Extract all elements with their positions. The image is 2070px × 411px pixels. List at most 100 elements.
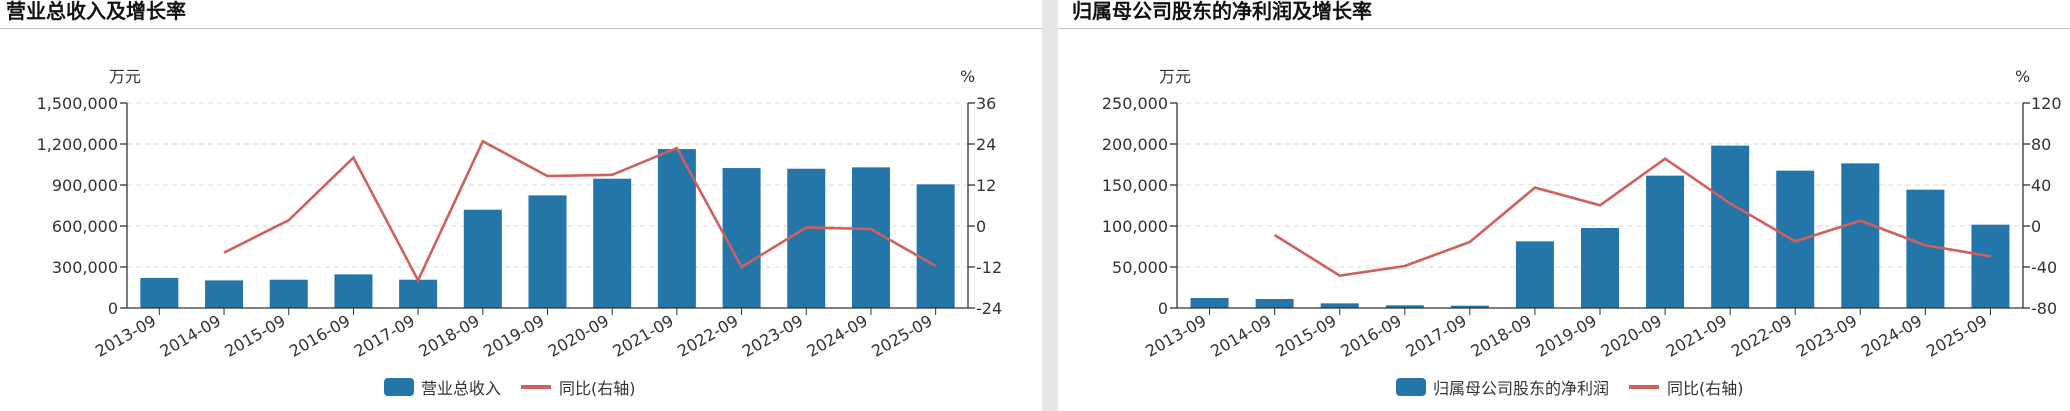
x-tick-label: 2014-09 xyxy=(1207,311,1274,361)
y2-tick-label: -24 xyxy=(976,299,1002,318)
x-tick-label: 2024-09 xyxy=(1858,311,1925,361)
y-tick-label: 900,000 xyxy=(52,176,118,195)
bar[interactable] xyxy=(463,209,502,308)
left-unit-label: 万元 xyxy=(1159,67,1191,86)
y-tick-label: 150,000 xyxy=(1102,176,1168,195)
bar[interactable] xyxy=(1450,305,1489,308)
x-tick-label: 2018-09 xyxy=(415,311,482,361)
bar[interactable] xyxy=(1385,305,1424,308)
x-tick-label: 2022-09 xyxy=(1728,311,1795,361)
line-swatch-icon xyxy=(521,385,552,389)
x-tick-label: 2017-09 xyxy=(351,311,418,361)
y-tick-label: 600,000 xyxy=(52,217,118,236)
yoy-growth-line[interactable] xyxy=(223,139,937,284)
y-tick-label: 1,200,000 xyxy=(37,135,118,154)
y-tick-label: 0 xyxy=(108,299,118,318)
x-tick-label: 2016-09 xyxy=(286,311,353,361)
x-tick-label: 2018-09 xyxy=(1468,311,1535,361)
x-tick-label: 2022-09 xyxy=(674,311,741,361)
y2-tick-label: 40 xyxy=(2031,176,2051,195)
bar[interactable] xyxy=(1646,175,1685,308)
panel-title: 营业总收入及增长率 xyxy=(6,0,186,23)
x-tick-label: 2019-09 xyxy=(1533,311,1600,361)
y-tick-label: 200,000 xyxy=(1102,135,1168,154)
yoy-growth-line[interactable] xyxy=(1273,157,1991,277)
bar[interactable] xyxy=(787,168,826,308)
panel-title: 归属母公司股东的净利润及增长率 xyxy=(1072,0,1372,23)
x-tick-label: 2014-09 xyxy=(157,311,224,361)
bar[interactable] xyxy=(1320,303,1359,308)
y-tick-label: 50,000 xyxy=(1112,258,1168,277)
x-tick-label: 2019-09 xyxy=(480,311,547,361)
legend-line-label: 同比(右轴) xyxy=(559,379,636,398)
bar[interactable] xyxy=(1906,189,1945,308)
bar[interactable] xyxy=(1515,241,1554,308)
y-tick-label: 0 xyxy=(1158,299,1168,318)
left-unit-label: 万元 xyxy=(109,67,141,86)
x-tick-label: 2020-09 xyxy=(1598,311,1665,361)
chart-legend: 归属母公司股东的净利润 同比(右轴) xyxy=(1396,376,1764,398)
y2-tick-label: 120 xyxy=(2031,94,2062,113)
panel-gutter xyxy=(1042,0,1058,411)
legend-item-line[interactable]: 同比(右轴) xyxy=(1629,375,1744,399)
x-tick-label: 2024-09 xyxy=(804,311,871,361)
line-swatch-icon xyxy=(1629,385,1660,389)
y2-tick-label: 12 xyxy=(976,176,996,195)
x-tick-label: 2015-09 xyxy=(1272,311,1339,361)
y2-tick-label: 0 xyxy=(976,217,986,236)
y2-tick-label: 24 xyxy=(976,135,996,154)
bar[interactable] xyxy=(1841,163,1880,308)
revenue-chart: 0 300,000 600,000 900,000 1,200,000 1,500,000… xyxy=(37,67,1003,361)
bar[interactable] xyxy=(1255,298,1294,308)
y-tick-label: 300,000 xyxy=(52,258,118,277)
x-tick-label: 2021-09 xyxy=(609,311,676,361)
x-tick-label: 2025-09 xyxy=(868,311,935,361)
legend-item-bar[interactable]: 归属母公司股东的净利润 xyxy=(1396,375,1609,399)
net-profit-chart: 0 50,000 100,000 150,000 200,000 250,000 -80 -4… xyxy=(1102,67,2062,361)
bar[interactable] xyxy=(1190,297,1229,308)
chart-legend: 营业总收入 同比(右轴) xyxy=(384,376,656,398)
bar[interactable] xyxy=(1581,227,1619,308)
y2-tick-label: 36 xyxy=(976,94,996,113)
y2-tick-label: -12 xyxy=(976,258,1002,277)
bar[interactable] xyxy=(1711,145,1750,308)
bar[interactable] xyxy=(1971,224,2010,308)
bar-swatch-icon xyxy=(384,378,414,396)
legend-line-label: 同比(右轴) xyxy=(1667,379,1744,398)
y2-tick-label: -80 xyxy=(2031,299,2057,318)
x-tick-label: 2025-09 xyxy=(1923,311,1990,361)
title-divider xyxy=(1058,28,2070,29)
bar[interactable] xyxy=(657,149,696,308)
bar[interactable] xyxy=(722,168,761,308)
right-unit-label: % xyxy=(960,67,975,86)
bar[interactable] xyxy=(528,195,567,308)
bar[interactable] xyxy=(205,280,244,308)
title-divider xyxy=(0,28,1042,29)
x-tick-label: 2020-09 xyxy=(545,311,612,361)
bar-swatch-icon xyxy=(1396,378,1426,396)
legend-bar-label: 归属母公司股东的净利润 xyxy=(1433,379,1610,398)
legend-item-line[interactable]: 同比(右轴) xyxy=(521,375,636,399)
bar[interactable] xyxy=(593,178,632,308)
x-tick-label: 2013-09 xyxy=(1142,311,1209,361)
net-profit-chart-panel: 归属母公司股东的净利润及增长率 0 50,000 100,000 150,000 200… xyxy=(1058,0,2070,411)
right-unit-label: % xyxy=(2015,67,2030,86)
y-tick-label: 1,500,000 xyxy=(37,94,118,113)
bar[interactable] xyxy=(916,184,955,308)
x-tick-label: 2015-09 xyxy=(221,311,288,361)
y2-tick-label: -40 xyxy=(2031,258,2057,277)
x-tick-label: 2016-09 xyxy=(1337,311,1404,361)
revenue-chart-panel: 营业总收入及增长率 0 300,000 600,000 900,000 1,200,00… xyxy=(0,0,1042,398)
x-tick-label: 2013-09 xyxy=(92,311,159,361)
bar[interactable] xyxy=(140,277,179,308)
bar[interactable] xyxy=(334,274,373,308)
x-tick-label: 2023-09 xyxy=(1793,311,1860,361)
bar[interactable] xyxy=(399,279,438,308)
y-tick-label: 100,000 xyxy=(1102,217,1168,236)
x-tick-label: 2017-09 xyxy=(1402,311,1469,361)
y-tick-label: 250,000 xyxy=(1102,94,1168,113)
y2-tick-label: 0 xyxy=(2031,217,2041,236)
legend-item-bar[interactable]: 营业总收入 xyxy=(384,375,501,399)
bar[interactable] xyxy=(1776,170,1815,308)
bar[interactable] xyxy=(269,279,308,308)
